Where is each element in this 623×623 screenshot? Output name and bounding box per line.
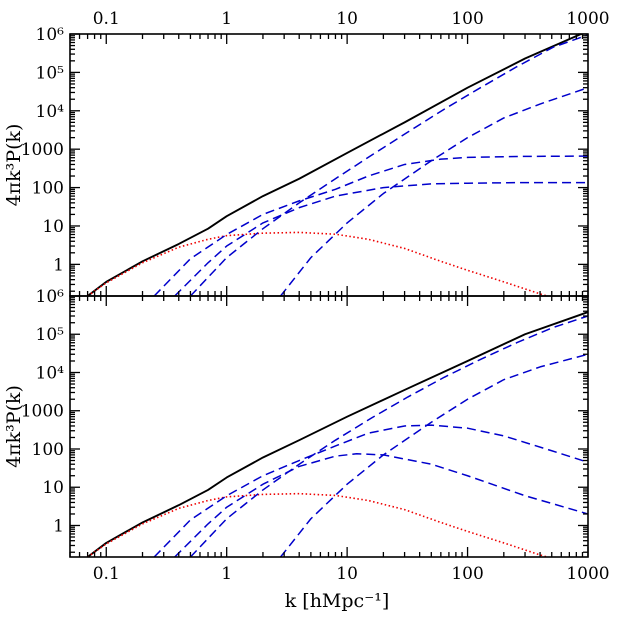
dashed-term-curve-1 xyxy=(153,424,588,557)
x-tick-label: 10 xyxy=(336,564,358,584)
y-tick-label: 1000 xyxy=(21,402,64,422)
x-ticks xyxy=(69,296,589,557)
y-ticks xyxy=(70,295,588,553)
total-curve xyxy=(87,34,584,296)
series-group xyxy=(87,34,588,296)
x-axis-label: k [hMpc⁻¹] xyxy=(285,590,390,612)
x-tick-label: 1 xyxy=(221,9,232,29)
dashed-term-curve-4 xyxy=(279,353,588,557)
y-tick-label: 10 xyxy=(42,478,64,498)
y-tick-label: 100 xyxy=(32,179,64,199)
x-tick-label: 100 xyxy=(451,9,483,29)
y-tick-label: 100 xyxy=(32,440,64,460)
x-tick-label: 1000 xyxy=(566,564,609,584)
y-tick-label: 10 xyxy=(42,217,64,237)
x-tick-label: 0.1 xyxy=(93,564,120,584)
y-tick-label: 10⁴ xyxy=(36,363,65,383)
x-tick-label: 10 xyxy=(336,9,358,29)
y-tick-label: 10⁶ xyxy=(36,287,65,307)
y-axis-label: 4πk³P(k) xyxy=(3,124,25,207)
dashed-term-curve-1 xyxy=(153,155,588,296)
y-tick-label: 1 xyxy=(53,516,64,536)
dashed-term-curve-2 xyxy=(174,181,588,296)
y-tick-label: 10⁵ xyxy=(36,325,65,345)
y-axis-label: 4πk³P(k) xyxy=(3,385,25,468)
y-tick-label: 1000 xyxy=(21,140,64,160)
dashed-term-curve-2 xyxy=(174,453,588,557)
x-ticks xyxy=(69,34,589,296)
x-tick-label: 0.1 xyxy=(93,9,120,29)
x-tick-label: 1 xyxy=(221,564,232,584)
linear-curve xyxy=(87,231,551,296)
x-tick-label: 1000 xyxy=(566,9,609,29)
plot-frame xyxy=(69,33,589,297)
y-tick-label: 1 xyxy=(53,255,64,275)
x-tick-label: 100 xyxy=(451,564,483,584)
dashed-term-curve-4 xyxy=(279,86,588,296)
linear-curve xyxy=(87,492,551,557)
dashed-term-curve-3 xyxy=(189,315,588,557)
series-group xyxy=(87,311,588,557)
y-tick-label: 10⁶ xyxy=(36,25,65,45)
y-tick-label: 10⁴ xyxy=(36,102,65,122)
y-tick-label: 10⁵ xyxy=(36,63,65,83)
y-ticks xyxy=(70,33,588,292)
total-curve xyxy=(87,311,588,557)
dashed-term-curve-3 xyxy=(189,34,588,296)
